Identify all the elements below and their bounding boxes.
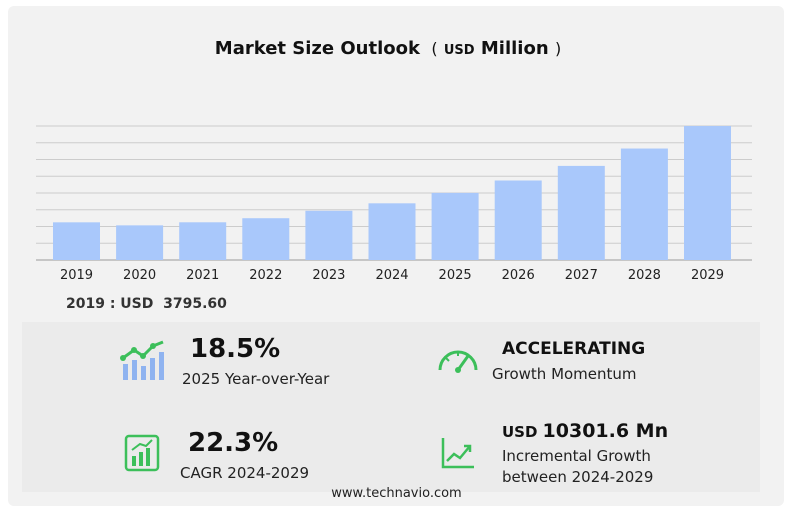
x-tick-2025: 2025 [439, 268, 472, 283]
base-label: 2019 : USD [66, 296, 154, 312]
x-tick-2021: 2021 [186, 268, 219, 283]
yoy-value: 18.5% [190, 334, 281, 364]
x-tick-2029: 2029 [691, 268, 724, 283]
x-tick-2023: 2023 [312, 268, 345, 283]
bar-2022 [242, 218, 290, 260]
x-tick-2024: 2024 [375, 268, 408, 283]
bar-2028 [620, 148, 668, 260]
x-tick-labels: 2019 2020 2021 2022 2023 2024 2025 2026 2027 2028… [60, 268, 724, 283]
incremental-value: USD 10301.6 Mn [502, 420, 668, 442]
incremental-label-1: Incremental Growth [502, 447, 651, 465]
yoy-label: 2025 Year-over-Year [182, 370, 330, 388]
bar-2026 [494, 180, 542, 260]
footer-url: www.technavio.com [331, 486, 462, 501]
cagr-label: CAGR 2024-2029 [180, 464, 310, 482]
bar-2025 [431, 192, 479, 260]
title-unit-suffix: Million [480, 38, 549, 59]
incremental-prefix: USD [502, 423, 538, 441]
base-number: 3795.60 [163, 296, 227, 312]
x-tick-2020: 2020 [123, 268, 156, 283]
bar-2021 [179, 222, 227, 260]
momentum-value: ACCELERATING [502, 339, 646, 359]
momentum-label: Growth Momentum [492, 365, 637, 383]
incremental-label-2: between 2024-2029 [502, 468, 654, 486]
growth-chart-icon [120, 340, 164, 380]
incremental-number: 10301.6 Mn [542, 420, 669, 442]
chart-title: Market Size Outlook ( USD Million ) [214, 38, 562, 59]
x-tick-2028: 2028 [628, 268, 661, 283]
bar-2019 [53, 222, 100, 260]
title-unit-prefix: USD [443, 43, 475, 58]
bar-2027 [557, 165, 605, 260]
bar-chart: 2019 2020 2021 2022 2023 2024 2025 2026 2027 2028… [36, 125, 752, 283]
x-tick-2022: 2022 [249, 268, 282, 283]
bar-2020 [116, 225, 164, 260]
trend-line-icon [441, 438, 474, 469]
bars [53, 126, 731, 260]
x-tick-2026: 2026 [502, 268, 535, 283]
bar-2024 [368, 203, 416, 260]
stats-panel [22, 322, 760, 492]
bar-2023 [305, 210, 353, 260]
bar-2029 [684, 126, 731, 260]
cagr-value: 22.3% [188, 428, 279, 458]
speedometer-icon [438, 350, 478, 373]
bar-growth-icon [124, 434, 160, 472]
x-tick-2027: 2027 [565, 268, 598, 283]
base-year-value: 2019 : USD 3795.60 [66, 296, 227, 312]
x-tick-2019: 2019 [60, 268, 93, 283]
title-main: Market Size Outlook [214, 38, 420, 59]
